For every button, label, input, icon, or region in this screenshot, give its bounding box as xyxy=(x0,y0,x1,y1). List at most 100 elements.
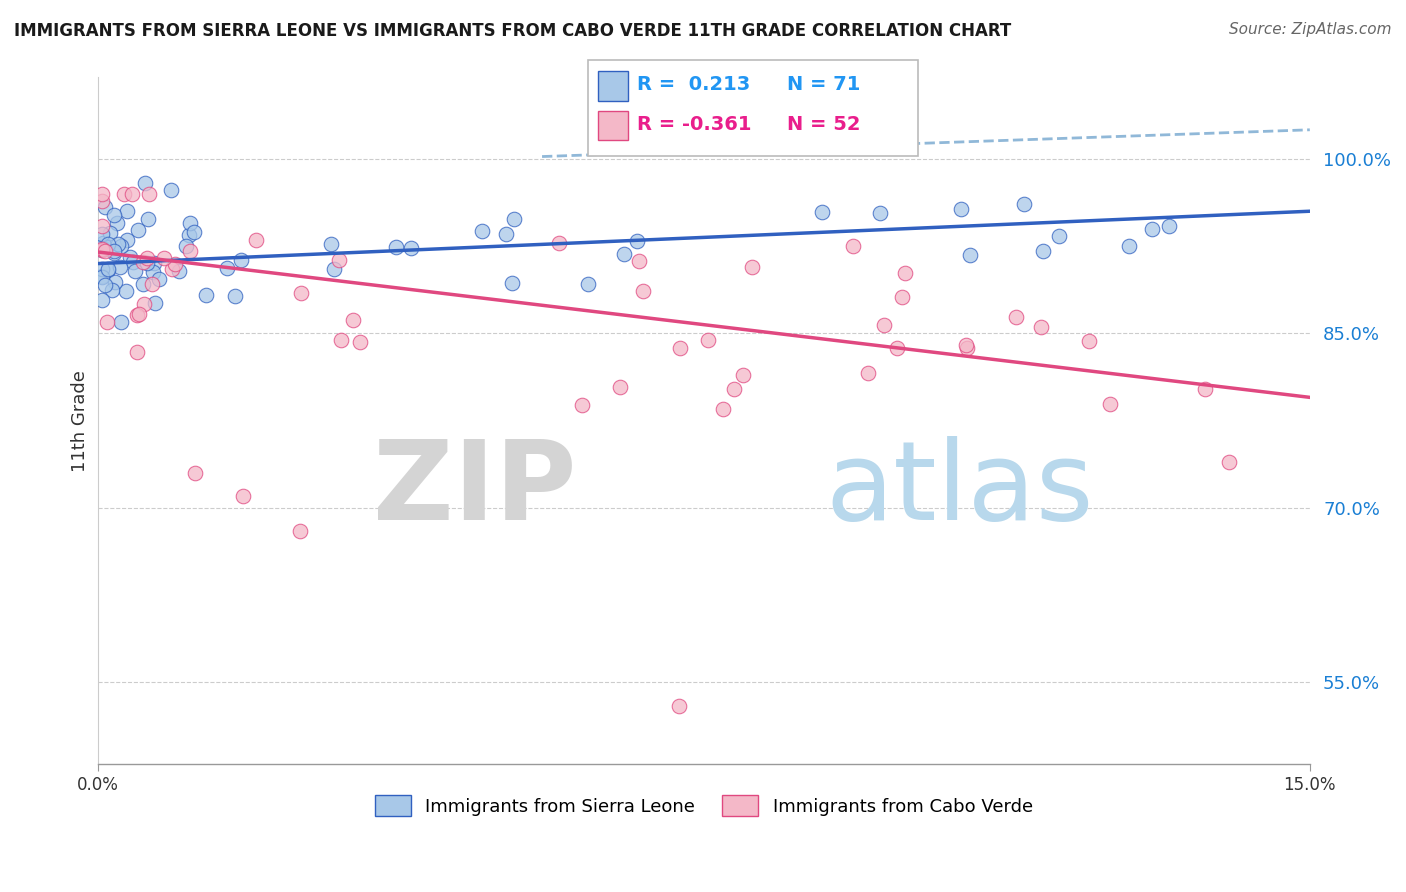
Point xyxy=(245,233,267,247)
Point xyxy=(873,318,896,333)
Point xyxy=(349,335,371,350)
Point xyxy=(856,366,879,380)
Point xyxy=(103,244,125,259)
Point xyxy=(90,270,112,285)
Point xyxy=(90,194,112,208)
Point xyxy=(810,205,832,219)
Point xyxy=(90,261,112,276)
Point xyxy=(329,333,352,347)
Point xyxy=(631,284,654,298)
Point xyxy=(136,255,159,269)
Point xyxy=(290,285,312,300)
Point xyxy=(127,222,149,236)
Point xyxy=(93,200,115,214)
Point xyxy=(668,698,690,713)
Point xyxy=(323,261,346,276)
Point xyxy=(232,489,254,503)
Point xyxy=(110,239,132,253)
Point xyxy=(1218,455,1240,469)
Point xyxy=(90,244,112,258)
Point xyxy=(471,224,494,238)
Point xyxy=(105,216,128,230)
Point xyxy=(174,239,197,253)
Point xyxy=(1098,397,1121,411)
Point xyxy=(495,227,517,241)
Point xyxy=(959,248,981,262)
Point xyxy=(194,287,217,301)
Point xyxy=(163,257,186,271)
Point xyxy=(328,253,350,268)
Point xyxy=(125,308,148,322)
Point xyxy=(501,277,523,291)
Point xyxy=(98,227,121,241)
Point xyxy=(97,263,120,277)
Point xyxy=(733,368,755,382)
Point xyxy=(842,239,865,253)
Point xyxy=(886,341,908,355)
Point xyxy=(93,244,115,258)
Legend: Immigrants from Sierra Leone, Immigrants from Cabo Verde: Immigrants from Sierra Leone, Immigrants… xyxy=(367,789,1040,823)
Point xyxy=(90,219,112,233)
Point xyxy=(122,255,145,269)
Point xyxy=(103,208,125,222)
Point xyxy=(160,261,183,276)
Point xyxy=(96,315,118,329)
Point xyxy=(91,236,114,251)
Point xyxy=(148,271,170,285)
Point xyxy=(136,211,159,226)
Point xyxy=(1031,319,1053,334)
Point xyxy=(342,313,364,327)
Point xyxy=(502,211,524,226)
Point xyxy=(626,234,648,248)
Text: R = -0.361: R = -0.361 xyxy=(637,115,751,135)
Point xyxy=(134,297,156,311)
Point xyxy=(609,380,631,394)
Point xyxy=(890,289,912,303)
Point xyxy=(90,240,112,254)
Y-axis label: 11th Grade: 11th Grade xyxy=(72,369,89,472)
Text: atlas: atlas xyxy=(825,436,1094,542)
Text: Source: ZipAtlas.com: Source: ZipAtlas.com xyxy=(1229,22,1392,37)
Point xyxy=(1194,382,1216,396)
Point xyxy=(104,276,127,290)
Text: N = 71: N = 71 xyxy=(787,75,860,95)
Point xyxy=(143,256,166,270)
Point xyxy=(179,244,201,259)
Point xyxy=(121,186,143,201)
Point xyxy=(138,186,160,201)
Point xyxy=(669,341,692,355)
Point xyxy=(1032,244,1054,258)
Point xyxy=(1047,228,1070,243)
Text: N = 52: N = 52 xyxy=(787,115,860,135)
Point xyxy=(90,241,112,255)
Point xyxy=(385,240,408,254)
Point xyxy=(132,277,155,291)
Point xyxy=(128,308,150,322)
Point xyxy=(108,260,131,274)
Point xyxy=(1005,310,1028,325)
Point xyxy=(135,251,157,265)
Point xyxy=(160,183,183,197)
Point xyxy=(134,176,156,190)
Point xyxy=(179,216,201,230)
Point xyxy=(231,252,253,267)
Point xyxy=(321,237,343,252)
Point xyxy=(950,202,973,217)
Point xyxy=(90,186,112,201)
Point xyxy=(90,227,112,241)
Point xyxy=(869,206,891,220)
Point xyxy=(1142,222,1164,236)
Point xyxy=(224,289,246,303)
Point xyxy=(613,247,636,261)
Text: IMMIGRANTS FROM SIERRA LEONE VS IMMIGRANTS FROM CABO VERDE 11TH GRADE CORRELATIO: IMMIGRANTS FROM SIERRA LEONE VS IMMIGRAN… xyxy=(14,22,1011,40)
Point xyxy=(217,261,239,276)
Point xyxy=(711,402,734,417)
Point xyxy=(1014,197,1036,211)
Point xyxy=(576,277,599,291)
Point xyxy=(894,266,917,280)
Point xyxy=(90,243,112,257)
Point xyxy=(955,338,977,352)
Point xyxy=(97,261,120,276)
Point xyxy=(547,235,569,250)
Point xyxy=(112,186,135,201)
